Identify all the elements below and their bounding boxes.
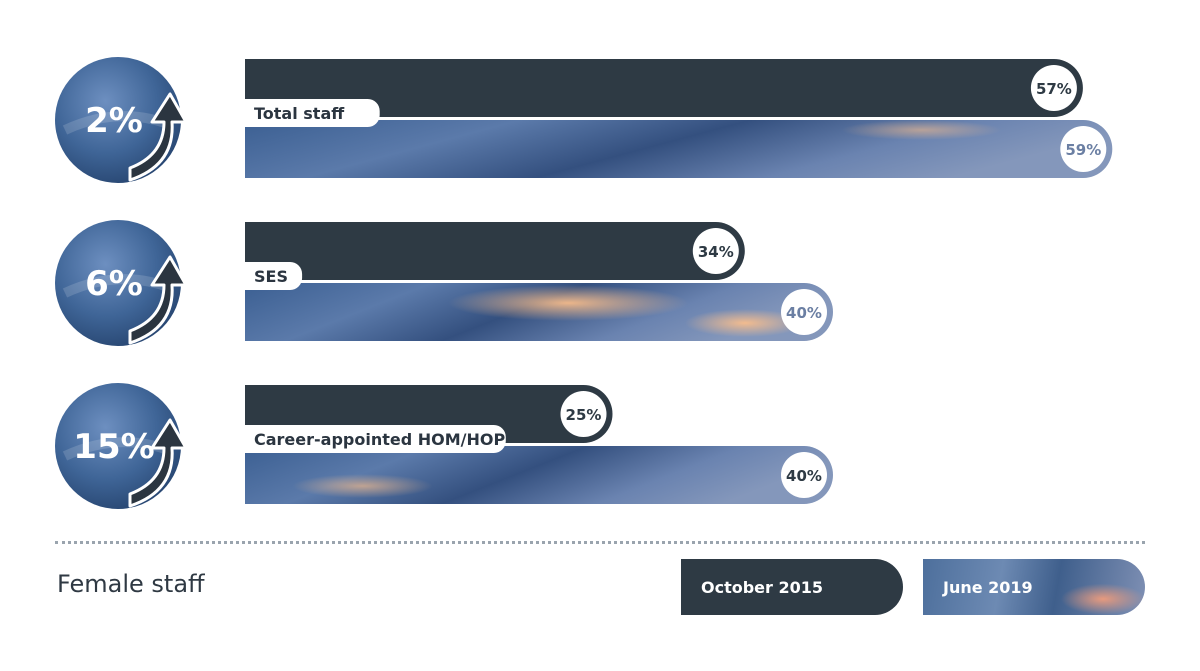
value-badge — [560, 391, 607, 437]
value-badge — [692, 228, 739, 274]
bar-glow — [841, 120, 1002, 140]
bar-glow — [292, 474, 433, 498]
increase-label: 15% — [73, 427, 154, 467]
category-label-pill — [245, 425, 506, 453]
value-label-june-2019: 40% — [786, 467, 822, 485]
value-label-october-2015: 57% — [1036, 80, 1072, 98]
up-arrow-icon — [128, 418, 188, 508]
increase-circle — [55, 220, 181, 346]
legend-june-label: June 2019 — [943, 577, 1033, 597]
bar-october-2015 — [245, 59, 1083, 117]
value-badge — [1030, 65, 1077, 111]
legend-october-2015: October 2015 — [681, 559, 903, 615]
up-arrow-icon — [128, 92, 188, 182]
up-arrow-icon — [128, 255, 188, 345]
category-label: Career-appointed HOM/HOP — [254, 430, 506, 449]
value-label-october-2015: 25% — [566, 406, 602, 424]
bar-glow — [448, 285, 689, 321]
increase-circle — [55, 57, 181, 183]
bar-glow — [684, 309, 805, 337]
category-label-pill — [245, 99, 380, 127]
category-label: Total staff — [254, 104, 345, 123]
legend-october-label: October 2015 — [701, 577, 824, 597]
category-label: SES — [254, 267, 288, 286]
increase-circle — [55, 383, 181, 509]
value-label-october-2015: 34% — [698, 243, 734, 261]
value-badge — [781, 452, 827, 498]
dotted-divider — [55, 541, 1145, 544]
bar-october-2015 — [245, 222, 745, 280]
increase-label: 6% — [85, 264, 143, 304]
category-label-pill — [245, 262, 303, 290]
increase-label: 2% — [85, 101, 143, 141]
value-badge — [781, 289, 827, 335]
chart-caption: Female staff — [57, 570, 205, 598]
legend-june-2019: June 2019 — [923, 559, 1145, 615]
value-label-june-2019: 40% — [786, 304, 822, 322]
value-label-june-2019: 59% — [1065, 141, 1101, 159]
value-badge — [1060, 126, 1107, 172]
